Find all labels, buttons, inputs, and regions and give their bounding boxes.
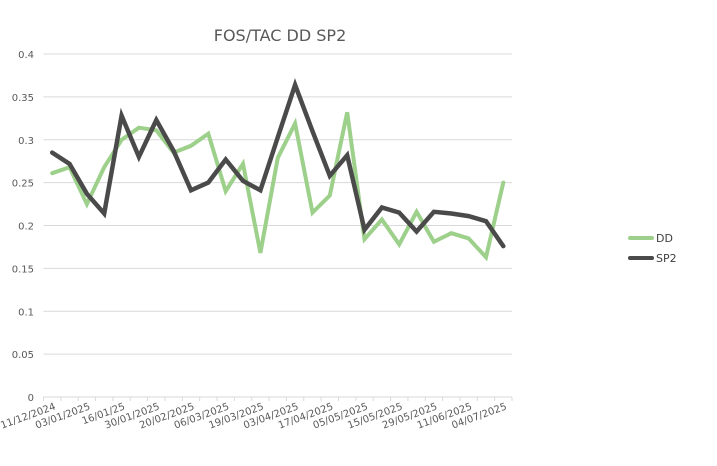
legend-item-dd: DD (628, 228, 677, 248)
y-tick-label: 0.25 (12, 179, 34, 190)
y-tick-label: 0.05 (12, 350, 34, 361)
legend-swatch-sp2 (628, 256, 654, 260)
legend-label-sp2: SP2 (656, 251, 677, 265)
legend-label-dd: DD (656, 231, 673, 245)
legend-item-sp2: SP2 (628, 248, 677, 268)
series-line-sp2 (49, 78, 506, 249)
y-tick-label: 0.35 (12, 93, 34, 104)
y-tick-label: 0 (28, 393, 34, 404)
legend: DD SP2 (628, 228, 677, 268)
legend-swatch-dd (628, 236, 654, 240)
y-tick-label: 0.15 (12, 264, 34, 275)
series-line-dd (50, 111, 506, 262)
y-tick-label: 0.4 (18, 50, 34, 61)
y-tick-label: 0.2 (18, 222, 34, 233)
chart-title: FOS/TAC DD SP2 (213, 26, 347, 45)
y-tick-label: 0.1 (18, 307, 34, 318)
y-tick-label: 0.3 (18, 136, 34, 147)
